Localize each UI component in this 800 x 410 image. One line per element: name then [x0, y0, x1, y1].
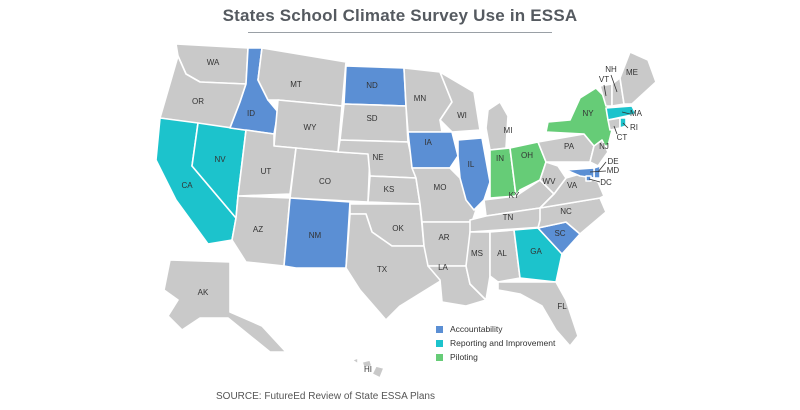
state-label-ny: NY [582, 109, 594, 118]
source-note: SOURCE: FutureEd Review of State ESSA Pl… [216, 391, 435, 402]
state-label-vt: VT [599, 75, 609, 84]
states-layer [155, 43, 657, 379]
legend-label-piloting: Piloting [450, 352, 478, 362]
state-il [457, 137, 491, 211]
state-label-nc: NC [560, 207, 572, 216]
state-nm [283, 197, 351, 269]
state-label-ar: AR [438, 233, 449, 242]
state-label-ok: OK [392, 224, 404, 233]
state-label-or: OR [192, 97, 204, 106]
legend: Accountability Reporting and Improvement… [436, 322, 555, 364]
state-co [289, 147, 371, 203]
state-label-nv: NV [214, 155, 226, 164]
state-label-sd: SD [366, 114, 377, 123]
state-al [489, 229, 521, 283]
state-label-dc: DC [600, 178, 612, 187]
state-label-ma: MA [630, 109, 643, 118]
legend-swatch-accountability [436, 325, 443, 333]
leader-line-vt [603, 84, 607, 97]
state-hi [351, 357, 385, 379]
state-ia [407, 131, 459, 169]
leader-line-ma [621, 111, 631, 115]
leader-line-dc [588, 178, 601, 183]
state-label-hi: HI [364, 365, 372, 374]
state-label-id: ID [247, 109, 255, 118]
state-label-ks: KS [384, 185, 395, 194]
state-label-nm: NM [309, 231, 322, 240]
state-me [619, 51, 657, 105]
state-label-ky: KY [509, 191, 520, 200]
state-label-fl: FL [557, 302, 567, 311]
state-label-va: VA [567, 181, 578, 190]
legend-label-reporting: Reporting and Improvement [450, 338, 556, 348]
legend-item-piloting: Piloting [436, 350, 555, 364]
state-label-ut: UT [261, 167, 272, 176]
legend-swatch-piloting [436, 353, 443, 361]
legend-item-reporting: Reporting and Improvement [436, 336, 555, 350]
leader-line-md [589, 170, 607, 173]
state-label-me: ME [626, 68, 638, 77]
leader-lines-layer [588, 74, 631, 183]
state-fl [497, 281, 579, 347]
state-label-mi: MI [504, 126, 513, 135]
state-label-ak: AK [198, 288, 209, 297]
state-labels-layer: WA OR CA NV ID MT WY UT AZ CO NM ND SD NE KS OK TX MN IA MO… [181, 58, 642, 374]
state-label-az: AZ [253, 225, 263, 234]
leader-line-ct [613, 125, 618, 135]
title-underline [248, 32, 552, 33]
state-mt [257, 47, 347, 107]
legend-item-accountability: Accountability [436, 322, 555, 336]
state-label-ne: NE [372, 153, 383, 162]
state-label-mo: MO [434, 183, 447, 192]
state-label-ms: MS [471, 249, 483, 258]
legend-label-accountability: Accountability [450, 324, 503, 334]
state-label-pa: PA [564, 142, 575, 151]
leader-line-de [597, 161, 607, 173]
state-label-de: DE [607, 157, 618, 166]
state-label-wi: WI [457, 111, 467, 120]
state-label-oh: OH [521, 151, 533, 160]
state-wv [539, 161, 567, 195]
state-label-in: IN [496, 154, 504, 163]
state-label-nh: NH [605, 65, 617, 74]
state-ak [163, 259, 287, 353]
state-label-sc: SC [554, 229, 565, 238]
state-label-md: MD [607, 166, 620, 175]
state-label-ca: CA [181, 181, 193, 190]
state-label-ia: IA [424, 138, 432, 147]
state-label-co: CO [319, 177, 331, 186]
state-label-wy: WY [304, 123, 318, 132]
state-ma [605, 105, 637, 121]
state-label-la: LA [438, 263, 448, 272]
state-label-ga: GA [530, 247, 542, 256]
state-ar [421, 221, 473, 267]
state-label-ri: RI [630, 123, 638, 132]
state-label-nd: ND [366, 81, 378, 90]
state-label-mt: MT [290, 80, 302, 89]
state-label-wa: WA [207, 58, 220, 67]
leader-line-nh [610, 74, 618, 93]
state-label-il: IL [468, 160, 475, 169]
state-nj [589, 139, 609, 167]
state-label-tx: TX [377, 265, 388, 274]
state-label-al: AL [497, 249, 507, 258]
leader-line-ri [622, 122, 629, 129]
state-nc [537, 197, 607, 235]
state-label-nj: NJ [599, 142, 609, 151]
state-label-wv: WV [543, 177, 557, 186]
state-wi [439, 71, 481, 133]
state-ct [607, 117, 621, 131]
state-label-ct: CT [617, 133, 628, 142]
state-dc [585, 175, 592, 182]
state-label-tn: TN [503, 213, 514, 222]
map-title: States School Climate Survey Use in ESSA [222, 6, 578, 25]
state-label-mn: MN [414, 94, 427, 103]
legend-swatch-reporting [436, 339, 443, 347]
